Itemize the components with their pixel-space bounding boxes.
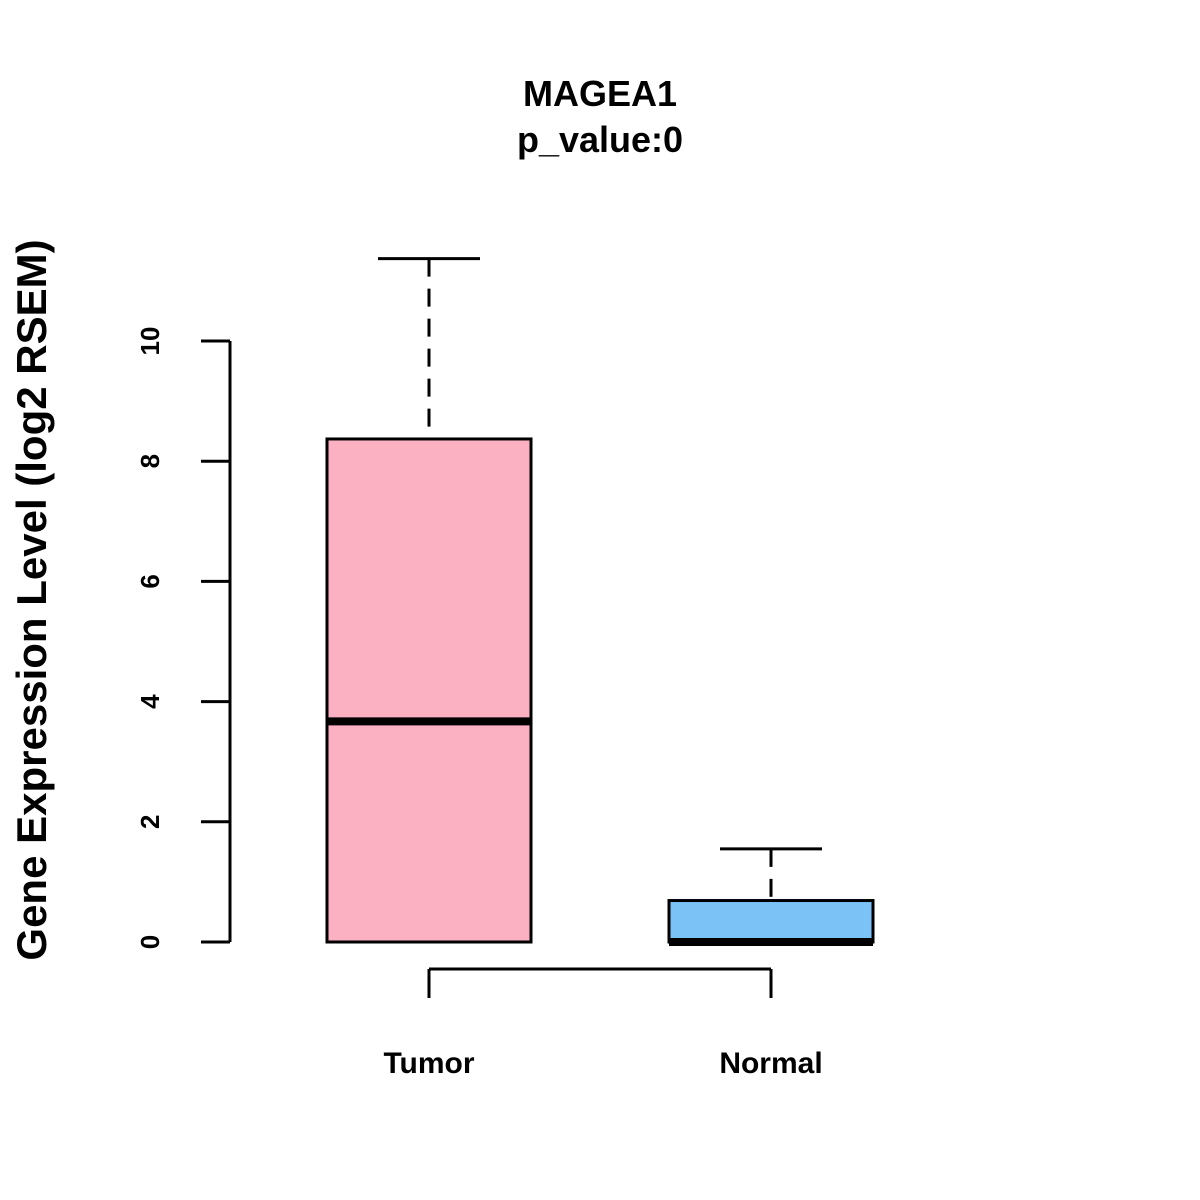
x-axis: Tumor Normal xyxy=(383,967,823,1080)
chart-subtitle: p_value:0 xyxy=(517,119,683,160)
y-axis-label: Gene Expression Level (log2 RSEM) xyxy=(8,239,55,960)
box-normal xyxy=(667,847,875,946)
y-tick-label: 8 xyxy=(135,454,165,468)
chart-title: MAGEA1 xyxy=(523,73,677,114)
y-axis: 0 2 4 6 8 10 xyxy=(135,327,232,949)
box-iqr xyxy=(667,899,875,944)
y-tick-label: 4 xyxy=(135,694,165,709)
y-tick-label: 2 xyxy=(135,815,165,829)
x-tick-label: Tumor xyxy=(383,1047,474,1080)
box-iqr xyxy=(325,437,533,944)
x-tick-label: Normal xyxy=(719,1047,822,1080)
y-tick-label: 10 xyxy=(135,327,165,356)
box-tumor xyxy=(325,257,533,944)
plot-area xyxy=(325,257,875,946)
y-tick-label: 0 xyxy=(135,935,165,949)
y-tick-label: 6 xyxy=(135,574,165,588)
